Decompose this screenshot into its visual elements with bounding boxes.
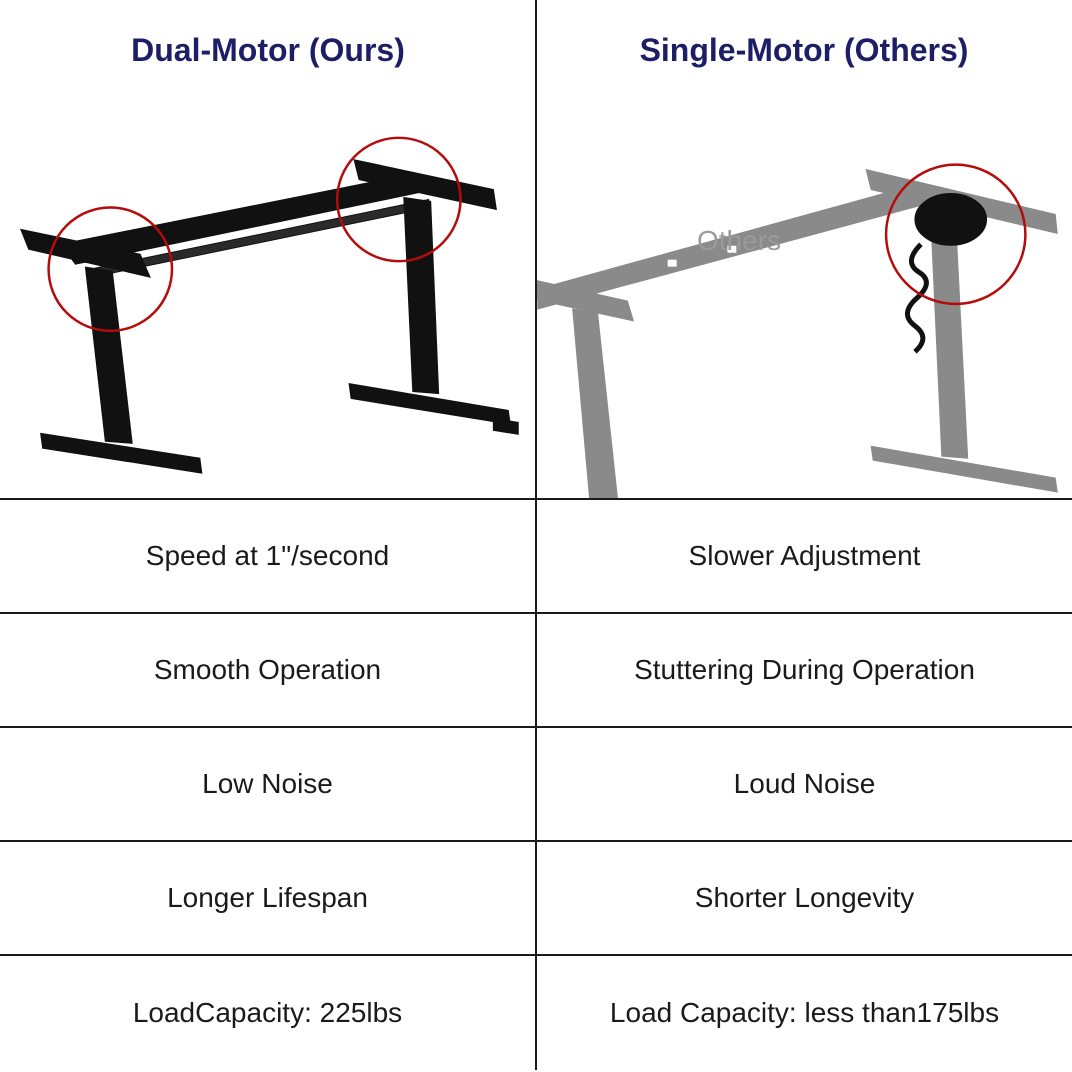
- table-row: Smooth Operation Stuttering During Opera…: [0, 614, 1072, 728]
- table-row: Low Noise Loud Noise: [0, 728, 1072, 842]
- cell-left: Longer Lifespan: [0, 842, 536, 954]
- table-row: Longer Lifespan Shorter Longevity: [0, 842, 1072, 956]
- image-cell-left: [0, 100, 536, 498]
- cell-right: Load Capacity: less than175lbs: [536, 956, 1072, 1070]
- cell-left: Smooth Operation: [0, 614, 536, 726]
- vertical-divider: [535, 0, 537, 500]
- cell-right: Stuttering During Operation: [536, 614, 1072, 726]
- cell-right: Shorter Longevity: [536, 842, 1072, 954]
- cell-right: Loud Noise: [536, 728, 1072, 840]
- watermark-text: Others: [697, 225, 781, 257]
- header-right: Single-Motor (Others): [536, 0, 1072, 100]
- comparison-table: Dual-Motor (Ours) Single-Motor (Others): [0, 0, 1072, 1072]
- header-title-right: Single-Motor (Others): [640, 32, 969, 69]
- table-row: Speed at 1"/second Slower Adjustment: [0, 500, 1072, 614]
- cell-left: Speed at 1"/second: [0, 500, 536, 612]
- image-cell-right: Others: [536, 100, 1072, 498]
- cell-right: Slower Adjustment: [536, 500, 1072, 612]
- desk-dual-motor-icon: [0, 100, 535, 498]
- desk-single-motor-icon: [537, 100, 1072, 498]
- header-left: Dual-Motor (Ours): [0, 0, 536, 100]
- cell-left: Low Noise: [0, 728, 536, 840]
- table-row: LoadCapacity: 225lbs Load Capacity: less…: [0, 956, 1072, 1070]
- header-title-left: Dual-Motor (Ours): [131, 32, 405, 69]
- cell-left: LoadCapacity: 225lbs: [0, 956, 536, 1070]
